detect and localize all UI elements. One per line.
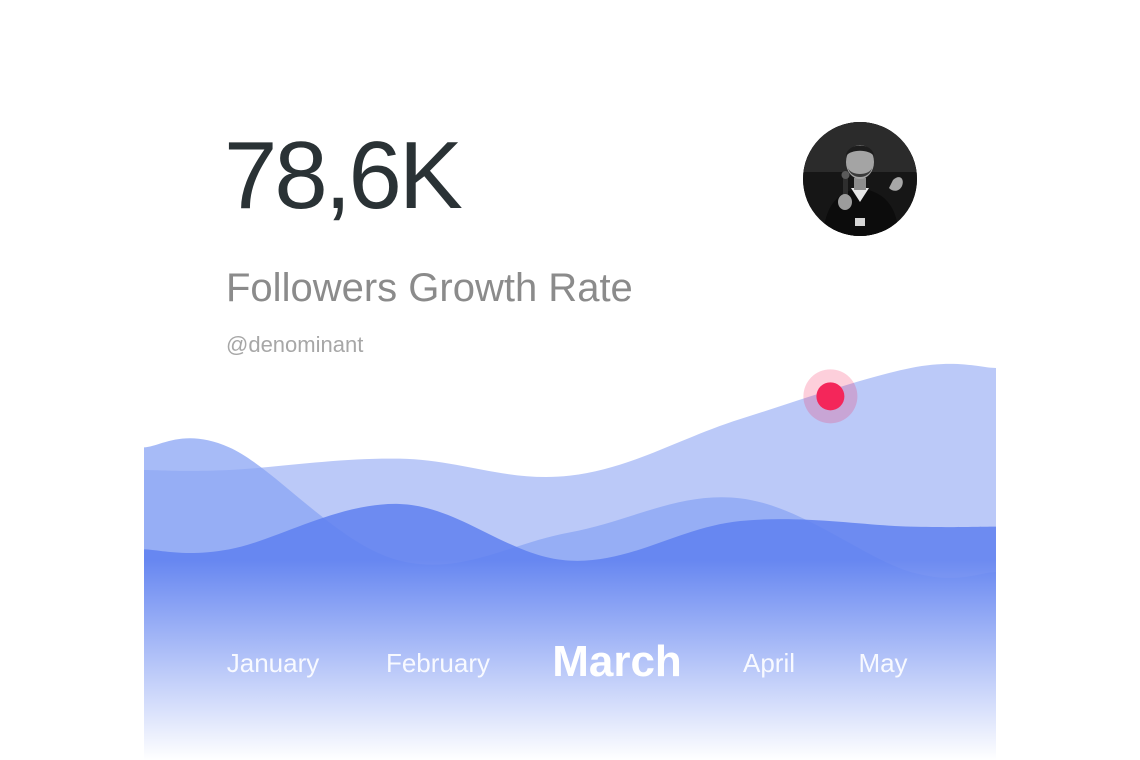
month-label-april[interactable]: April: [743, 648, 795, 678]
month-label-may[interactable]: May: [858, 648, 907, 678]
user-handle[interactable]: @denominant: [226, 332, 364, 357]
month-label-february[interactable]: February: [386, 648, 490, 678]
followers-count: 78,6K: [224, 122, 463, 229]
metric-title: Followers Growth Rate: [226, 266, 633, 310]
month-label-january[interactable]: January: [227, 648, 320, 678]
month-label-march[interactable]: March: [552, 637, 682, 686]
data-point-marker[interactable]: [816, 382, 845, 411]
bottom-fade: [144, 560, 996, 760]
